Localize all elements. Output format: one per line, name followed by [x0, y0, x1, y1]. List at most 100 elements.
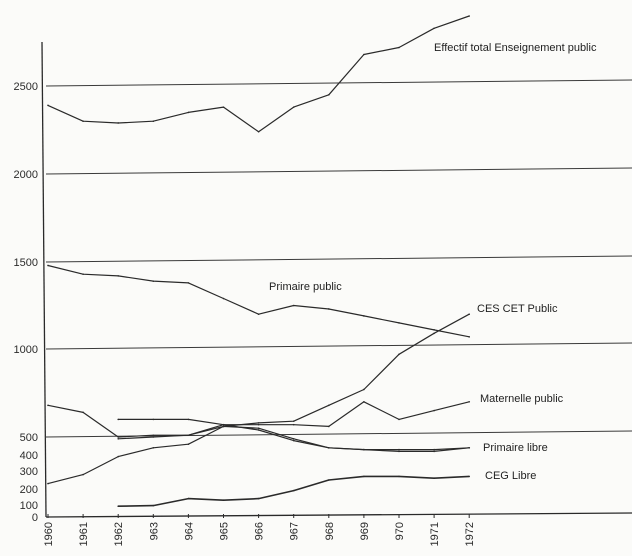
data-point-6-1963 — [152, 504, 155, 507]
data-point-0-1965 — [222, 106, 225, 108]
data-point-6-1965 — [222, 499, 225, 502]
x-axis-line — [45, 512, 632, 518]
x-tick-label-1961: 1961 — [78, 522, 90, 546]
data-point-1-1972 — [468, 336, 471, 338]
data-point-3-1962 — [117, 436, 119, 438]
data-point-3-1969 — [363, 388, 365, 391]
data-point-4-1966 — [257, 429, 260, 431]
data-point-1-1966 — [257, 313, 260, 316]
data-point-3-1970 — [398, 353, 400, 356]
y-tick-label-2000: 2000 — [14, 169, 38, 181]
data-point-0-1966 — [257, 130, 260, 133]
data-point-4-1962 — [117, 418, 119, 421]
x-tick-label-1964: 964 — [183, 522, 195, 540]
x-tick-label-1968: 968 — [324, 522, 336, 540]
data-point-1-1961 — [82, 273, 84, 275]
data-point-2-1962 — [117, 438, 119, 440]
x-tick-label-1969: 969 — [359, 522, 371, 540]
data-point-0-1963 — [152, 120, 155, 122]
data-point-6-1972 — [468, 475, 471, 478]
data-point-1-1960 — [47, 264, 49, 267]
data-point-1-1969 — [363, 315, 365, 317]
series-label-3: Maternelle public — [480, 393, 564, 405]
x-tick-label-1962: 1962 — [113, 522, 125, 546]
data-point-2-1972 — [468, 401, 471, 403]
series-label-0: Effectif total Enseignement public — [434, 42, 597, 54]
data-point-1-1963 — [152, 280, 155, 282]
grid-layer — [45, 79, 632, 438]
x-tick-label-1963: 963 — [148, 522, 160, 540]
data-point-4-1965 — [222, 423, 225, 426]
series-label-4: Primaire libre — [483, 442, 548, 454]
data-point-0-1970 — [398, 46, 400, 49]
data-point-5-1970 — [398, 450, 400, 453]
gridline-1500 — [45, 255, 632, 263]
data-point-2-1971 — [433, 409, 435, 412]
data-point-5-1960 — [47, 482, 49, 485]
data-point-5-1965 — [222, 425, 225, 428]
x-tick-label-1965: 965 — [219, 522, 231, 540]
data-point-6-1967 — [292, 489, 295, 492]
data-point-0-1969 — [363, 53, 365, 56]
data-point-4-1963 — [152, 418, 155, 421]
axes-layer — [41, 41, 632, 518]
data-point-4-1971 — [433, 448, 435, 451]
x-tick-label-1966: 966 — [254, 522, 266, 540]
data-point-5-1962 — [117, 455, 119, 458]
y-tick-label-1500: 1500 — [14, 257, 38, 269]
data-point-2-1966 — [257, 423, 260, 426]
data-point-5-1964 — [187, 443, 190, 446]
data-point-0-1972 — [468, 15, 471, 17]
data-point-6-1966 — [257, 497, 260, 500]
data-point-0-1962 — [117, 122, 119, 124]
series-line-1 — [47, 264, 470, 338]
data-point-1-1971 — [433, 329, 435, 331]
data-point-3-1961 — [82, 411, 84, 414]
data-point-5-1972 — [468, 447, 471, 449]
series-line-0 — [47, 15, 470, 133]
data-point-5-1963 — [152, 447, 155, 449]
data-point-2-1969 — [363, 401, 365, 403]
y-tick-label-2500: 2500 — [14, 81, 38, 93]
data-point-3-1967 — [292, 420, 295, 422]
y-axis-line — [41, 41, 47, 518]
data-point-2-1963 — [152, 436, 155, 438]
data-point-0-1967 — [292, 106, 295, 108]
data-point-2-1968 — [328, 425, 330, 428]
data-point-5-1966 — [257, 427, 260, 430]
x-tick-label-1960: 1960 — [43, 522, 55, 546]
data-point-3-1964 — [187, 434, 190, 437]
data-point-1-1970 — [398, 322, 400, 324]
data-point-0-1971 — [433, 27, 435, 30]
y-tick-label-100: 100 — [20, 500, 38, 512]
data-point-2-1967 — [292, 423, 295, 426]
series-label-1: Primaire public — [269, 281, 342, 293]
gridline-2000 — [45, 167, 632, 175]
data-point-0-1961 — [82, 120, 84, 122]
data-point-4-1964 — [187, 418, 190, 421]
data-point-6-1969 — [363, 475, 365, 478]
data-point-0-1964 — [187, 111, 190, 114]
data-point-3-1972 — [468, 313, 471, 316]
data-point-1-1967 — [292, 304, 295, 307]
data-point-6-1971 — [433, 477, 435, 480]
data-point-3-1963 — [152, 434, 155, 437]
data-point-6-1962 — [117, 505, 119, 508]
data-point-1-1964 — [187, 282, 190, 284]
y-tick-label-300: 300 — [20, 466, 38, 478]
data-point-5-1967 — [292, 438, 295, 440]
data-point-3-1971 — [433, 332, 435, 335]
data-point-5-1969 — [363, 448, 365, 451]
data-point-1-1962 — [117, 275, 119, 277]
data-point-3-1966 — [257, 422, 260, 424]
x-tick-label-1972: 1972 — [464, 522, 476, 546]
data-point-1-1968 — [328, 308, 330, 310]
x-tick-label-1971: 1971 — [429, 522, 441, 546]
data-point-6-1968 — [328, 479, 330, 481]
series-label-5: CEG Libre — [485, 470, 536, 482]
data-point-3-1968 — [328, 404, 330, 407]
data-point-2-1970 — [398, 418, 400, 421]
data-point-6-1970 — [398, 475, 400, 478]
